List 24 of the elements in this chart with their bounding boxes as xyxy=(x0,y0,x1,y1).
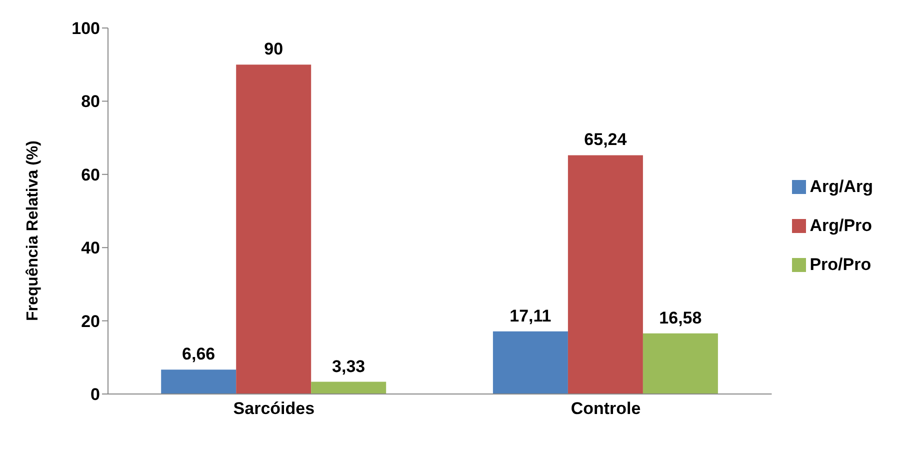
data-label: 65,24 xyxy=(584,130,628,150)
y-tick-label: 60 xyxy=(81,165,100,184)
y-tick-label: 80 xyxy=(81,92,100,112)
bar xyxy=(568,155,643,394)
legend-label: Pro/Pro xyxy=(810,254,872,274)
bar xyxy=(161,370,236,394)
y-tick-label: 100 xyxy=(72,19,100,38)
bar xyxy=(492,331,568,394)
bar xyxy=(311,382,386,394)
x-tick-label: Controle xyxy=(570,399,641,418)
data-label: 16,58 xyxy=(659,308,702,328)
y-axis-title: Frequência Relativa (%) xyxy=(24,140,42,321)
bar xyxy=(236,64,312,394)
y-tick-label: 20 xyxy=(81,312,100,331)
data-label: 6,66 xyxy=(182,344,216,364)
legend-label: Arg/Arg xyxy=(810,176,873,196)
y-tick-label: 0 xyxy=(90,385,100,404)
data-label: 90 xyxy=(264,40,284,59)
legend-label: Arg/Pro xyxy=(810,216,872,234)
bar xyxy=(642,333,718,394)
data-label: 3,33 xyxy=(332,356,366,376)
y-tick-label: 40 xyxy=(81,238,100,258)
x-tick-label: Sarcóides xyxy=(233,399,315,418)
data-label: 17,11 xyxy=(510,306,552,326)
